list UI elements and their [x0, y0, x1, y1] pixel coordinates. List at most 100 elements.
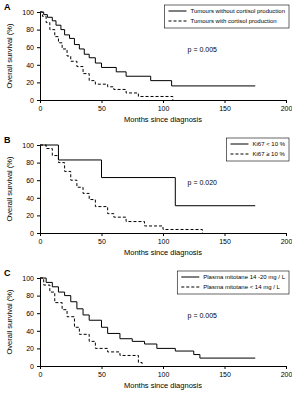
y-tick: 80: [26, 292, 40, 299]
y-tick: 100: [22, 275, 40, 282]
x-axis: 0 50 100 150 200: [39, 366, 292, 378]
y-axis: 0 20 40 60 80 100: [22, 275, 40, 370]
y-tick: 0: [30, 97, 40, 104]
y-tick-label: 80: [26, 159, 34, 166]
y-tick-mark: [37, 12, 40, 13]
p-value: p = 0.020: [188, 179, 217, 187]
y-tick-label: 80: [26, 292, 34, 299]
x-tick-label: 50: [98, 105, 106, 112]
figure: A050100150200020406080100Months since di…: [0, 0, 292, 400]
legend-swatch: [230, 144, 248, 145]
x-tick: 0: [39, 366, 43, 378]
y-axis-line: [37, 13, 41, 101]
y-tick-mark: [37, 145, 40, 146]
y-tick: 40: [26, 62, 40, 69]
y-tick-label: 100: [22, 142, 34, 149]
x-tick-mark: [163, 233, 164, 236]
panel-label: B: [4, 135, 11, 145]
y-tick-mark: [37, 180, 40, 181]
y-tick: 60: [26, 44, 40, 51]
y-tick-label: 60: [26, 177, 34, 184]
y-tick-label: 100: [22, 275, 34, 282]
y-tick: 100: [22, 142, 40, 149]
x-tick-mark: [286, 233, 287, 236]
plot-area: [40, 145, 255, 233]
legend-swatch: [169, 21, 187, 22]
panel: A050100150200020406080100Months since di…: [4, 2, 292, 124]
x-tick: 200: [281, 366, 292, 378]
y-axis: 020406080100: [22, 142, 40, 237]
legend-label: Tumours without cortisol production: [191, 8, 286, 14]
y-tick: 60: [26, 310, 40, 317]
x-tick: 200: [281, 233, 292, 245]
y-tick-label: 20: [26, 212, 34, 219]
y-tick: 100: [22, 9, 40, 16]
survival-curve: [40, 278, 142, 366]
y-tick-label: 100: [22, 9, 34, 16]
legend-label: Plasma mitotane < 14 mg / L: [203, 284, 280, 290]
y-tick-mark: [37, 331, 40, 332]
x-axis-title: Months since diagnosis: [124, 115, 202, 124]
y-axis-title: Overall survival (%): [5, 156, 14, 222]
x-tick: 50: [98, 366, 106, 378]
x-tick: 100: [158, 100, 170, 112]
x-axis-line: [41, 101, 287, 104]
y-tick-mark: [37, 30, 40, 31]
x-tick-label: 200: [281, 105, 292, 112]
y-tick-label: 20: [26, 345, 34, 352]
legend-label: Tumours with cortisol production: [191, 18, 277, 24]
x-tick-mark: [102, 100, 103, 103]
legend-label: Ki67 < 10 %: [252, 141, 285, 147]
y-tick-label: 80: [26, 26, 34, 33]
legend-label: Plasma mitotane 14 -20 mg / L: [203, 274, 285, 280]
survival-curve: [40, 12, 173, 100]
y-tick: 80: [26, 159, 40, 166]
legend: Ki67 < 10 %Ki67 ≥ 10 %: [226, 138, 289, 161]
y-tick: 0: [30, 230, 40, 237]
y-tick: 20: [26, 345, 40, 352]
y-tick-mark: [37, 278, 40, 279]
legend: Tumours without cortisol production Tumou…: [165, 5, 290, 28]
x-tick-mark: [286, 100, 287, 103]
x-tick-mark: [225, 366, 226, 369]
x-tick-mark: [102, 233, 103, 236]
x-tick: 100: [158, 233, 170, 245]
x-tick: 150: [219, 100, 231, 112]
legend-swatch: [169, 11, 187, 12]
x-tick-mark: [225, 100, 226, 103]
y-tick-label: 60: [26, 310, 34, 317]
x-tick-label: 150: [219, 371, 231, 378]
panel: C 0 50 100 150 200 0 20 40 60 80 100 Months since di…: [4, 268, 292, 390]
y-tick: 80: [26, 26, 40, 33]
y-tick-label: 0: [30, 230, 34, 237]
x-tick: 50: [98, 233, 106, 245]
y-tick: 40: [26, 328, 40, 335]
x-tick-label: 0: [39, 371, 43, 378]
x-tick-label: 0: [39, 238, 43, 245]
survival-curve: [40, 145, 202, 233]
x-tick: 150: [219, 366, 231, 378]
x-axis-title: Months since diagnosis: [124, 248, 202, 257]
x-axis-line: [41, 234, 287, 237]
legend: Plasma mitotane 14 -20 mg / L Plasma mito…: [177, 271, 289, 294]
legend-frame: [226, 138, 289, 161]
panel-label: A: [4, 2, 11, 12]
y-tick-mark: [37, 215, 40, 216]
x-tick-mark: [102, 366, 103, 369]
x-tick-label: 100: [158, 371, 170, 378]
x-tick-mark: [163, 366, 164, 369]
x-axis-line: [41, 367, 287, 370]
x-tick: 200: [281, 100, 292, 112]
y-tick: 20: [26, 212, 40, 219]
x-tick-label: 50: [98, 238, 106, 245]
panel-label: C: [4, 268, 11, 278]
y-tick-mark: [37, 233, 40, 234]
x-tick: 100: [158, 366, 170, 378]
y-tick-label: 60: [26, 44, 34, 51]
legend-frame: [177, 271, 289, 294]
y-tick-mark: [37, 82, 40, 83]
y-axis-title: Overall survival (%): [5, 23, 14, 89]
y-tick: 0: [30, 363, 40, 370]
x-tick: 150: [219, 233, 231, 245]
x-axis-title: Months since diagnosis: [124, 381, 202, 390]
